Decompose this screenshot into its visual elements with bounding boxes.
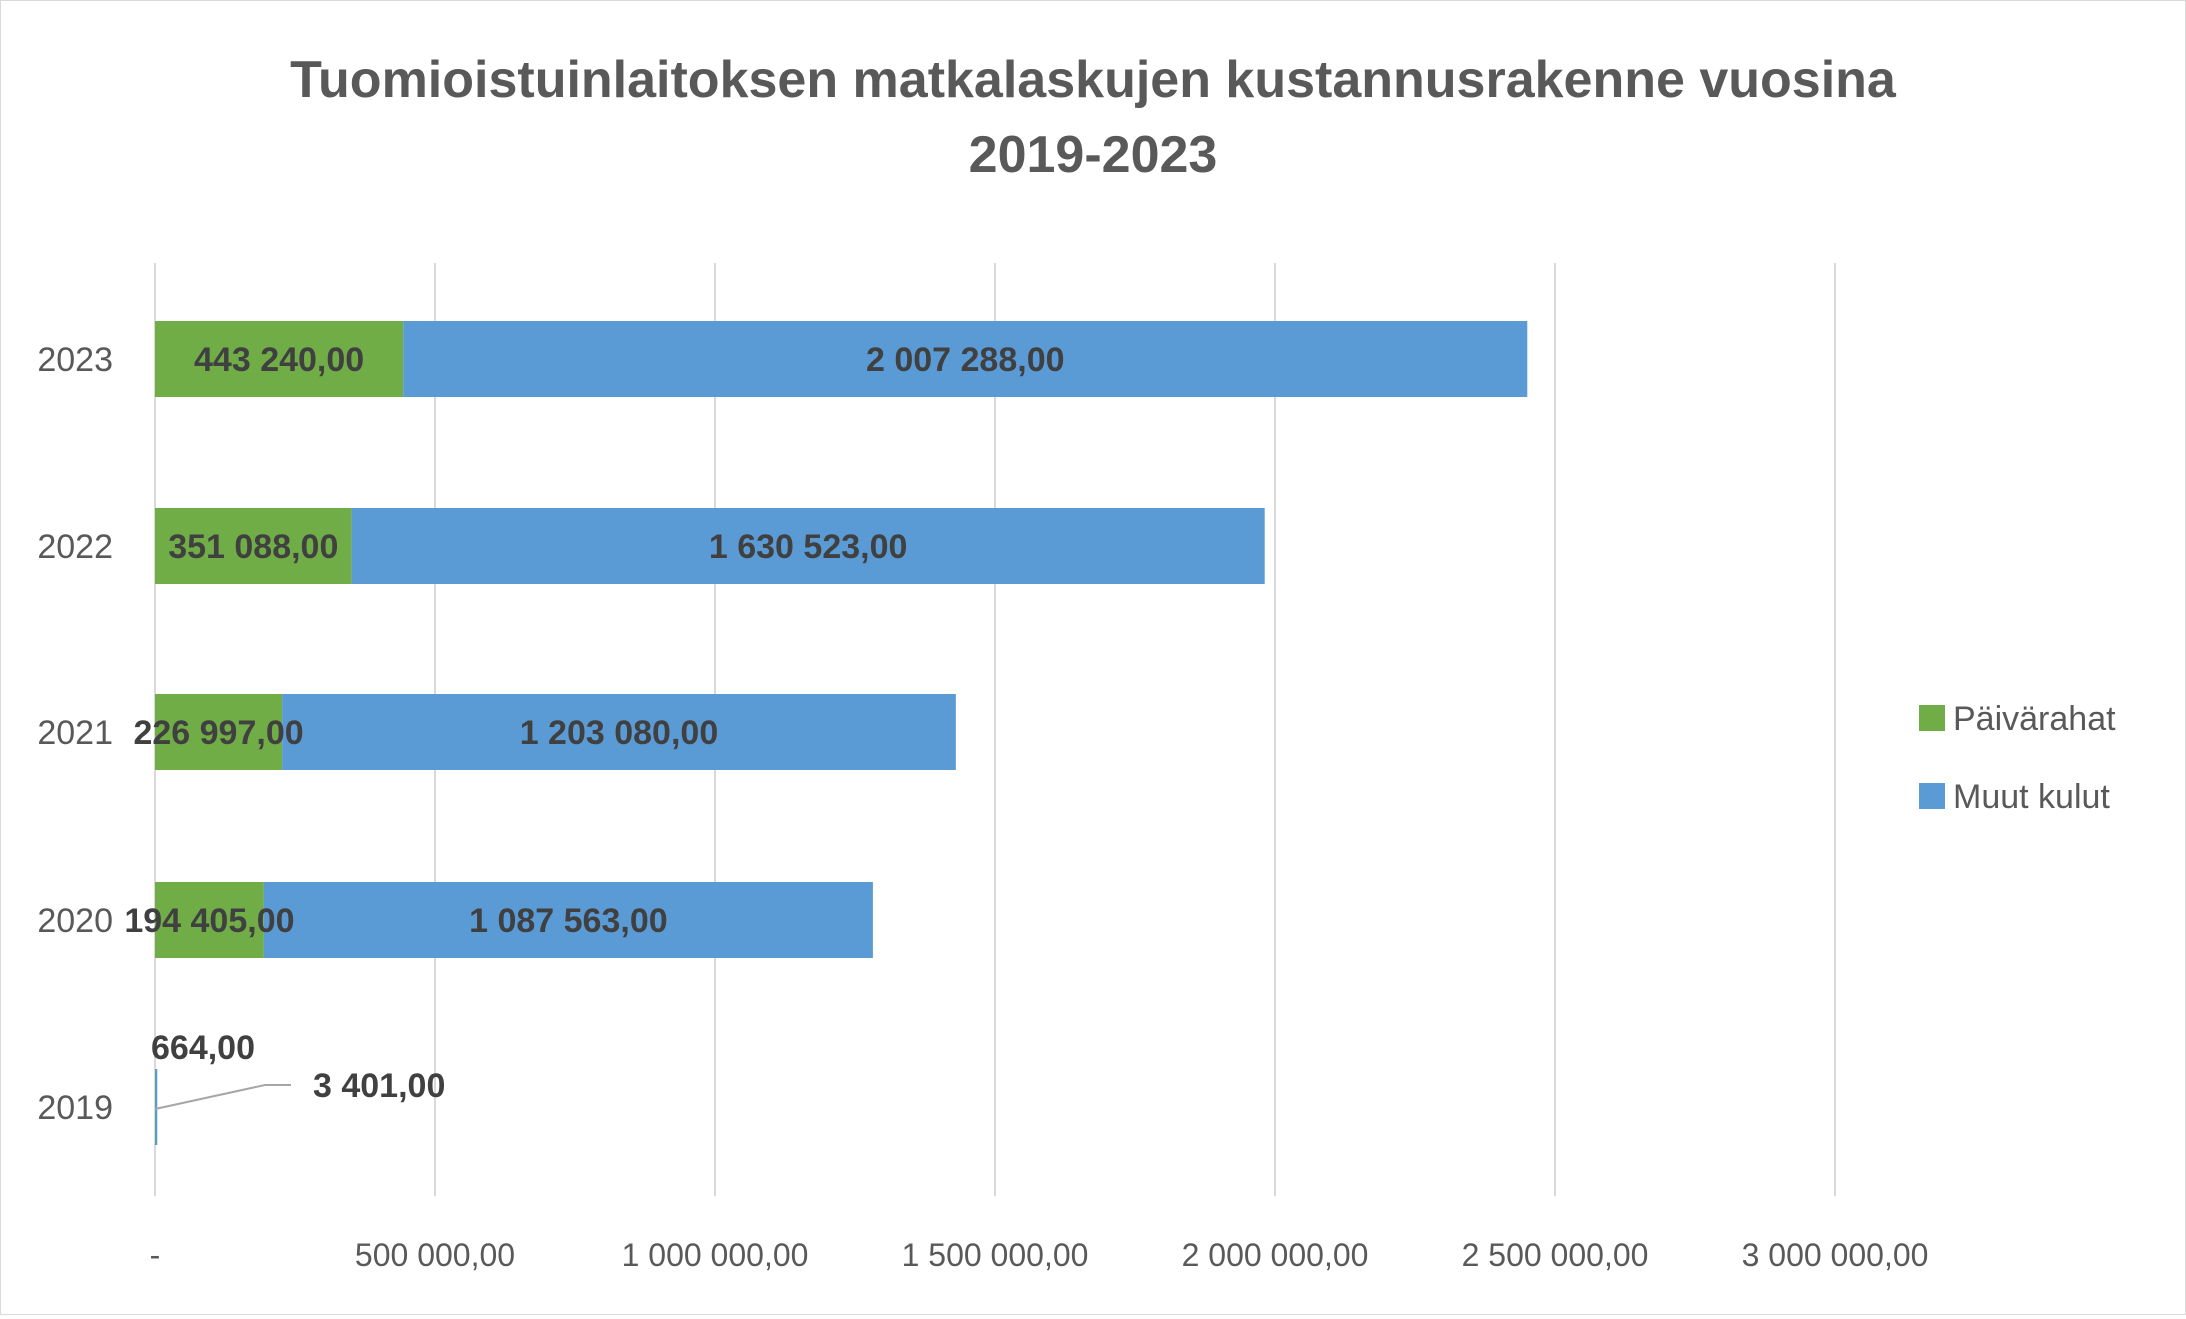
x-tick-label: 1 500 000,00 bbox=[902, 1237, 1089, 1273]
leader-line bbox=[154, 1084, 291, 1110]
chart-title: Tuomioistuinlaitoksen matkalaskujen kust… bbox=[290, 51, 1897, 184]
bar-segment bbox=[155, 1069, 156, 1145]
bar-segment bbox=[403, 321, 1528, 397]
data-label: 443 240,00 bbox=[194, 341, 364, 379]
legend: Päivärahat Muut kulut bbox=[1919, 700, 2116, 816]
legend-label: Päivärahat bbox=[1953, 700, 2116, 738]
bar-segment bbox=[155, 508, 352, 584]
x-tick-label: - bbox=[150, 1237, 161, 1273]
bars bbox=[155, 321, 1528, 1145]
data-label: 226 997,00 bbox=[133, 714, 303, 752]
bar-segment bbox=[155, 321, 404, 397]
bar-segment bbox=[155, 1069, 158, 1145]
y-axis-categories: 2019 2020 2021 2022 2023 bbox=[37, 341, 113, 1127]
chart-title-line: 2019-2023 bbox=[969, 126, 1218, 184]
legend-label: Muut kulut bbox=[1953, 778, 2110, 816]
y-category-label: 2021 bbox=[37, 714, 113, 752]
data-label: 194 405,00 bbox=[124, 902, 294, 940]
data-label: 2 007 288,00 bbox=[866, 341, 1065, 379]
legend-swatch bbox=[1919, 783, 1945, 809]
x-tick-label: 3 000 000,00 bbox=[1742, 1237, 1929, 1273]
bar-segment bbox=[282, 694, 956, 770]
x-tick-label: 2 000 000,00 bbox=[1182, 1237, 1369, 1273]
x-tick-label: 500 000,00 bbox=[355, 1237, 515, 1273]
data-label: 3 401,00 bbox=[313, 1067, 445, 1105]
y-category-label: 2020 bbox=[37, 902, 113, 940]
data-label: 1 630 523,00 bbox=[709, 528, 908, 566]
bar-segment bbox=[263, 882, 873, 958]
y-category-label: 2022 bbox=[37, 528, 113, 566]
bar-segment bbox=[155, 882, 264, 958]
data-label: 351 088,00 bbox=[168, 528, 338, 566]
x-axis-ticks: - 500 000,00 1 000 000,00 1 500 000,00 2 000… bbox=[150, 1237, 1929, 1273]
legend-swatch bbox=[1919, 705, 1945, 731]
data-labels: 664,00 3 401,00 194 405,00 1 087 563,00 226 … bbox=[124, 341, 1065, 1110]
bar-segment bbox=[351, 508, 1265, 584]
x-tick-label: 1 000 000,00 bbox=[622, 1237, 809, 1273]
bar-segment bbox=[155, 694, 283, 770]
chart-title-line: Tuomioistuinlaitoksen matkalaskujen kust… bbox=[290, 51, 1897, 109]
data-label: 1 203 080,00 bbox=[520, 714, 719, 752]
data-label: 1 087 563,00 bbox=[469, 902, 668, 940]
data-label: 664,00 bbox=[151, 1029, 255, 1067]
x-tick-label: 2 500 000,00 bbox=[1462, 1237, 1649, 1273]
y-category-label: 2019 bbox=[37, 1089, 113, 1127]
y-category-label: 2023 bbox=[37, 341, 113, 379]
